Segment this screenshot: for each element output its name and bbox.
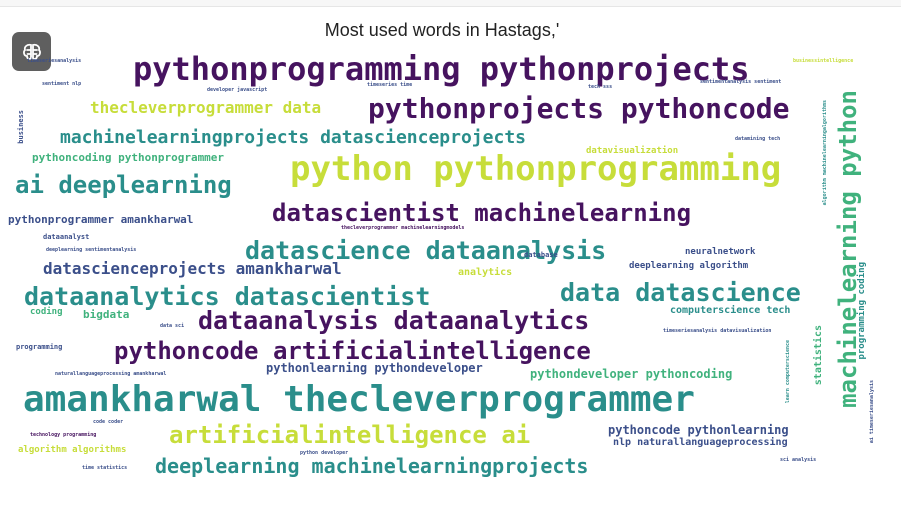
word: pythoncode pythonlearning xyxy=(608,424,789,436)
notebook-top-strip xyxy=(0,0,901,7)
word: learn computerscience xyxy=(786,340,791,403)
word: coding xyxy=(30,308,63,317)
word: python developer xyxy=(300,451,348,456)
word: deeplearning sentimentanalysis xyxy=(46,248,136,253)
word: ai timeseriesanalysis xyxy=(870,380,875,443)
word: machinelearningprojects datascienceproje… xyxy=(60,129,526,147)
word: artificialintelligence ai xyxy=(169,423,530,447)
word: amankharwal thecleverprogrammer xyxy=(23,382,695,418)
word: thecleverprogrammer machinelearningmodel… xyxy=(341,226,464,231)
word: algorithm machinelearningalgorithms xyxy=(823,100,828,205)
word: pythoncoding pythonprogrammer xyxy=(32,152,224,163)
word: timeseriesanalysis xyxy=(27,59,81,64)
word: datascienceprojects amankharwal xyxy=(43,261,342,277)
word: sci analysis xyxy=(780,458,816,463)
word: dataanalysis dataanalytics xyxy=(198,308,589,333)
word: timeseriesanalysis datavisualization xyxy=(663,329,771,334)
word: naturallanguageprocessing amankharwal xyxy=(55,372,166,377)
word: thecleverprogrammer data xyxy=(90,100,321,116)
word: developer javascript xyxy=(207,88,267,93)
word: pythonprogramming pythonprojects xyxy=(133,53,750,85)
word: analytics xyxy=(458,268,512,278)
word: neuralnetwork xyxy=(685,248,755,257)
word: statistics xyxy=(814,325,824,385)
word: datavisualization xyxy=(586,147,678,156)
word: pythonprogrammer amankharwal xyxy=(8,214,193,225)
word: datascientist machinelearning xyxy=(272,201,691,225)
word: technology programming xyxy=(30,433,96,438)
word: programming coding xyxy=(858,262,867,360)
word: timeseries time xyxy=(367,83,412,88)
word: pythoncode artificialintelligence xyxy=(114,339,591,363)
word: tech sss xyxy=(588,85,612,90)
word: data sci xyxy=(160,324,184,329)
word: programming xyxy=(16,344,62,351)
word: algorithm algorithms xyxy=(18,446,126,455)
word: sentiment nlp xyxy=(42,82,81,87)
word: dataanalyst xyxy=(43,234,89,241)
word: machinelearning python xyxy=(836,90,860,408)
word: computerscience tech xyxy=(670,306,790,316)
word: pythonprojects pythoncode xyxy=(368,95,789,123)
word: time statistics xyxy=(82,466,127,471)
word: businessintelligence xyxy=(793,59,853,64)
word: nlp naturallanguageprocessing xyxy=(613,438,788,448)
word: pythonlearning pythondeveloper xyxy=(266,362,483,374)
figure-title: Most used words in Hastags,' xyxy=(0,20,884,41)
word: code coder xyxy=(93,420,123,425)
word: deeplearning machinelearningprojects xyxy=(155,456,588,476)
word: business xyxy=(18,110,25,144)
word: data datascience xyxy=(560,280,801,305)
word: database xyxy=(524,252,558,259)
word: ai deeplearning xyxy=(15,173,232,197)
word: datamining tech xyxy=(735,137,780,142)
word: bigdata xyxy=(83,309,129,320)
word: sentimentanalysis sentiment xyxy=(700,80,781,85)
word: python pythonprogramming xyxy=(290,152,781,186)
word: deeplearning algorithm xyxy=(629,262,748,271)
